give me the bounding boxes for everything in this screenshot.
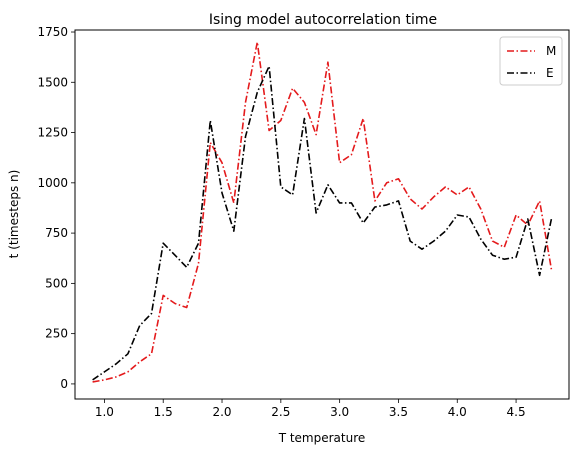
y-axis: 0 250 500 750 1000 1250 1500 1750 xyxy=(37,25,75,391)
plot-area xyxy=(74,29,570,400)
y-axis-label: t (timesteps n) xyxy=(7,170,21,259)
x-tick-label: 4.0 xyxy=(448,405,467,419)
x-tick-label: 1.5 xyxy=(154,405,173,419)
x-tick-label: 4.5 xyxy=(507,405,526,419)
y-tick-label: 1250 xyxy=(37,126,68,140)
y-tick-label: 1000 xyxy=(37,176,68,190)
legend: M E xyxy=(499,36,563,86)
y-tick-label: 1500 xyxy=(37,75,68,89)
x-tick-label: 3.5 xyxy=(389,405,408,419)
x-tick-label: 2.5 xyxy=(271,405,290,419)
x-axis-label: T temperature xyxy=(278,431,366,445)
x-tick-label: 2.0 xyxy=(212,405,231,419)
y-tick-label: 750 xyxy=(45,226,68,240)
y-tick-label: 0 xyxy=(60,377,68,391)
chart-title: Ising model autocorrelation time xyxy=(209,12,437,28)
legend-label-e: E xyxy=(546,66,554,80)
y-tick-label: 250 xyxy=(45,327,68,341)
y-tick-label: 500 xyxy=(45,276,68,290)
series-line-m xyxy=(92,41,553,383)
series-line-e xyxy=(92,65,553,381)
x-tick-label: 3.0 xyxy=(330,405,349,419)
legend-label-m: M xyxy=(546,44,556,58)
legend-box xyxy=(499,36,563,86)
x-axis: 1.0 1.5 2.0 2.5 3.0 3.5 4.0 4.5 xyxy=(95,399,526,419)
series-lines xyxy=(92,41,553,383)
y-tick-label: 1750 xyxy=(37,25,68,39)
x-tick-label: 1.0 xyxy=(95,405,114,419)
